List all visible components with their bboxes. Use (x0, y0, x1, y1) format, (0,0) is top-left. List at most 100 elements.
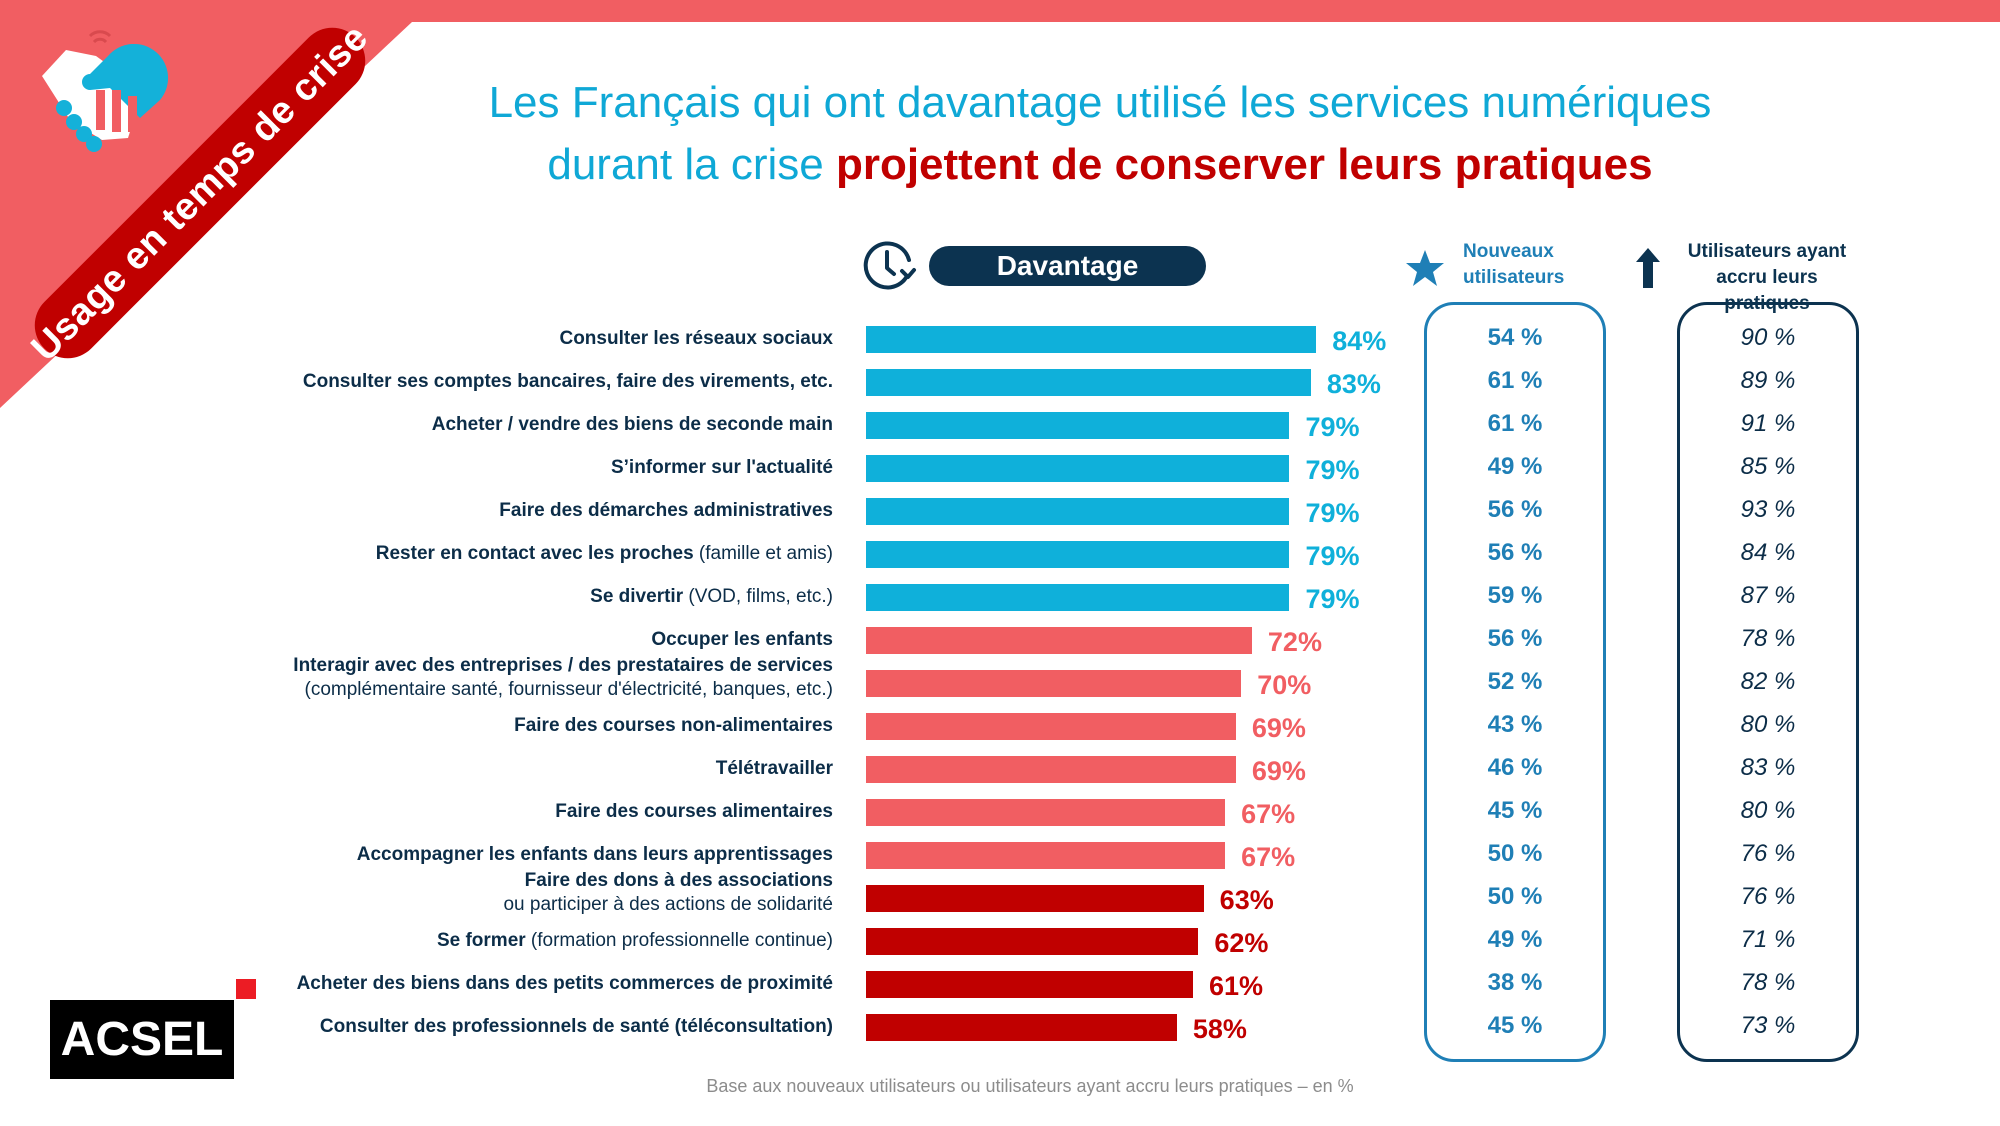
increased-users-value: 82 % (1740, 668, 1796, 695)
bar-value-label: 84% (1332, 326, 1387, 356)
category-label-main: Rester en contact avec les proches (375, 543, 694, 564)
category-label-main: Acheter des biens dans des petits commer… (296, 973, 833, 994)
category-label: S’informer sur l'actualité (611, 456, 833, 480)
category-label: Faire des courses alimentaires (555, 800, 833, 824)
bar (866, 756, 1236, 783)
bar (866, 713, 1236, 740)
category-label-sub: ou participer à des actions de solidarit… (503, 894, 833, 915)
new-users-header: Nouveaux utilisateurs (1463, 239, 1564, 291)
increased-users-value: 73 % (1740, 1012, 1796, 1039)
bar (866, 971, 1193, 998)
bar (866, 1014, 1177, 1041)
star-icon (1406, 250, 1444, 286)
category-label-main: Consulter les réseaux sociaux (559, 328, 833, 349)
new-users-value: 56 % (1487, 625, 1543, 652)
category-label-main: Consulter ses comptes bancaires, faire d… (302, 371, 833, 392)
bar (866, 498, 1290, 525)
bar (866, 842, 1226, 869)
increased-users-value: 78 % (1740, 969, 1796, 996)
category-label: Faire des courses non-alimentaires (514, 714, 833, 738)
title-line-2: durant la crise projettent de conserver … (340, 134, 1860, 196)
new-users-header-line-1: Nouveaux (1463, 241, 1554, 262)
category-label: Consulter des professionnels de santé (t… (320, 1015, 833, 1039)
top-accent-bar (0, 0, 2000, 22)
increased-users-value: 89 % (1740, 367, 1796, 394)
category-label-main: Acheter / vendre des biens de seconde ma… (431, 414, 833, 435)
category-label-main: Faire des dons à des associations (524, 870, 833, 891)
bar-value-label: 79% (1305, 455, 1360, 485)
category-label: Acheter / vendre des biens de seconde ma… (432, 413, 833, 437)
category-label: Consulter les réseaux sociaux (559, 327, 833, 351)
new-users-value: 38 % (1487, 969, 1543, 996)
bar-value-label: 67% (1241, 799, 1296, 829)
footer-note: Base aux nouveaux utilisateurs ou utilis… (706, 1076, 1354, 1096)
category-label-main: Occuper les enfants (651, 629, 833, 650)
increased-users-value: 71 % (1740, 926, 1796, 953)
category-label: Occuper les enfants (651, 628, 833, 652)
new-users-value: 49 % (1487, 453, 1543, 480)
davantage-header: Davantage (929, 246, 1206, 286)
increased-users-value: 85 % (1740, 453, 1796, 480)
bar-value-label: 69% (1251, 756, 1306, 786)
new-users-value: 61 % (1487, 367, 1543, 394)
new-users-value: 45 % (1487, 797, 1543, 824)
bar-value-label: 79% (1305, 498, 1360, 528)
category-label-main: Consulter des professionnels de santé (t… (319, 1016, 833, 1037)
category-label-main: Faire des démarches administratives (499, 500, 833, 521)
new-users-value: 54 % (1487, 324, 1543, 351)
bar (866, 627, 1252, 654)
category-label-main: Accompagner les enfants dans leurs appre… (356, 844, 833, 865)
new-users-value: 46 % (1487, 754, 1543, 781)
bar-value-label: 63% (1219, 885, 1274, 915)
new-users-value: 56 % (1487, 539, 1543, 566)
handshake-icon (42, 30, 169, 152)
bar (866, 584, 1290, 611)
category-label: Accompagner les enfants dans leurs appre… (357, 843, 833, 867)
new-users-value: 61 % (1487, 410, 1543, 437)
bar (866, 928, 1199, 955)
page-title: Les Français qui ont davantage utilisé l… (340, 72, 1860, 196)
new-users-value: 50 % (1487, 883, 1543, 910)
new-users-value: 59 % (1487, 582, 1543, 609)
category-label-sub: (complémentaire santé, fournisseur d'éle… (304, 679, 834, 700)
increased-users-value: 93 % (1740, 496, 1796, 523)
category-label: Télétravailler (716, 757, 833, 781)
category-label: Faire des dons à des associations ou part… (503, 869, 833, 917)
new-users-value: 49 % (1487, 926, 1543, 953)
category-label-sub: (VOD, films, etc.) (683, 586, 833, 607)
category-label: Acheter des biens dans des petits commer… (297, 972, 833, 996)
bar-value-label: 69% (1251, 713, 1306, 743)
category-label: Faire des démarches administratives (499, 499, 833, 523)
increased-users-value: 87 % (1740, 582, 1796, 609)
increased-users-value: 76 % (1740, 883, 1796, 910)
bar-value-label: 79% (1305, 412, 1360, 442)
new-users-column-box (1424, 302, 1606, 1062)
increased-users-value: 91 % (1740, 410, 1796, 437)
category-label-main: Télétravailler (715, 758, 833, 779)
category-label-main: Se former (436, 930, 526, 951)
new-users-value: 43 % (1487, 711, 1543, 738)
bar (866, 412, 1290, 439)
increased-users-value: 80 % (1740, 797, 1796, 824)
increased-users-value: 90 % (1740, 324, 1796, 351)
corner-banner: Usage en temps de crise (0, 0, 420, 420)
bar (866, 455, 1290, 482)
bar-value-label: 79% (1305, 584, 1360, 614)
bar (866, 369, 1311, 396)
new-users-value: 50 % (1487, 840, 1543, 867)
increased-users-value: 83 % (1740, 754, 1796, 781)
increased-users-header-line-1: Utilisateurs ayant (1687, 241, 1847, 262)
clock-refresh-icon (863, 241, 916, 290)
increased-users-column-box (1677, 302, 1859, 1062)
category-label: Interagir avec des entreprises / des pre… (293, 654, 833, 702)
bar (866, 541, 1290, 568)
bar-value-label: 70% (1257, 670, 1312, 700)
title-line-1: Les Français qui ont davantage utilisé l… (488, 78, 1712, 127)
new-users-header-line-2: utilisateurs (1463, 267, 1565, 288)
category-label: Se divertir (VOD, films, etc.) (590, 585, 833, 609)
bar (866, 885, 1204, 912)
bar-value-label: 79% (1305, 541, 1360, 571)
logo-accent-square (236, 979, 256, 999)
category-label: Rester en contact avec les proches (fami… (376, 542, 833, 566)
bar (866, 799, 1226, 826)
